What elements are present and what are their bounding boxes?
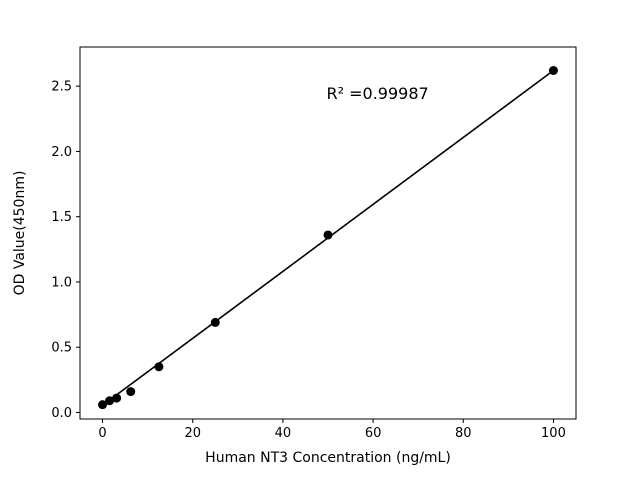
data-point: [112, 393, 122, 403]
y-tick-label: 0.0: [51, 406, 72, 421]
x-tick-label: 60: [365, 426, 382, 441]
x-tick-label: 80: [455, 426, 472, 441]
y-tick-label: 1.0: [51, 275, 72, 290]
data-point: [105, 396, 115, 406]
y-tick-label: 2.5: [51, 80, 72, 95]
y-tick-label: 0.5: [51, 341, 72, 356]
data-point: [210, 317, 220, 327]
data-point: [126, 387, 136, 397]
x-tick-label: 100: [541, 426, 566, 441]
y-tick-label: 2.0: [51, 145, 72, 160]
data-point: [154, 362, 164, 372]
data-point: [98, 400, 108, 410]
r-squared-annotation: R² =0.99987: [327, 84, 429, 103]
x-tick-label: 40: [275, 426, 292, 441]
x-axis-label: Human NT3 Concentration (ng/mL): [205, 450, 451, 466]
x-tick-label: 20: [184, 426, 201, 441]
data-point: [548, 65, 558, 75]
axes-box: [79, 46, 577, 420]
data-point: [323, 230, 333, 240]
y-axis-label: OD Value(450nm): [12, 171, 28, 296]
x-tick-label: 0: [98, 426, 106, 441]
y-tick-label: 1.5: [51, 210, 72, 225]
